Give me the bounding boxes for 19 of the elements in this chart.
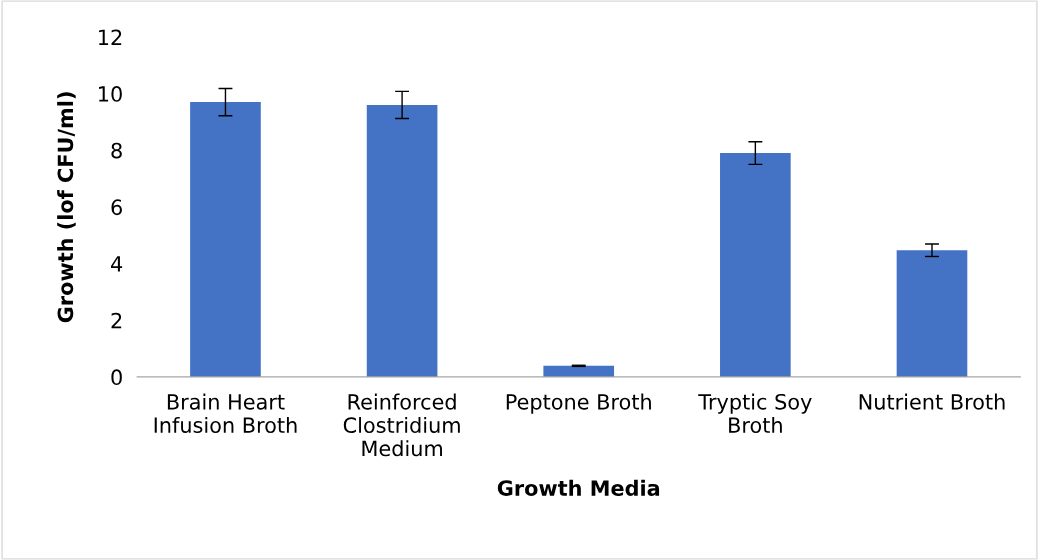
y-tick-label: 4 — [111, 256, 123, 272]
y-tick-label: 8 — [111, 142, 122, 159]
x-tick-label: Reinforced Clostridium Medium — [343, 393, 460, 457]
bar — [543, 365, 615, 377]
y-tick-label: 10 — [99, 86, 122, 102]
x-tick-label: Brain Heart Infusion Broth — [154, 393, 297, 433]
x-tick-label: Tryptic Soy Broth — [698, 393, 812, 433]
x-tick-label: Peptone Broth — [506, 393, 651, 414]
bar — [366, 104, 438, 377]
x-tick-label: Nutrient Broth — [859, 393, 1005, 410]
bar — [720, 153, 791, 377]
y-tick-label: 0 — [111, 369, 122, 386]
bar — [190, 102, 261, 377]
x-axis-title: Growth Media — [497, 479, 660, 496]
y-tick-label: 12 — [99, 29, 122, 45]
bar — [896, 250, 968, 377]
y-axis-title: Growth (lof CFU/ml) — [57, 92, 76, 323]
y-tick-label: 6 — [111, 199, 122, 216]
y-tick-label: 2 — [111, 312, 122, 329]
